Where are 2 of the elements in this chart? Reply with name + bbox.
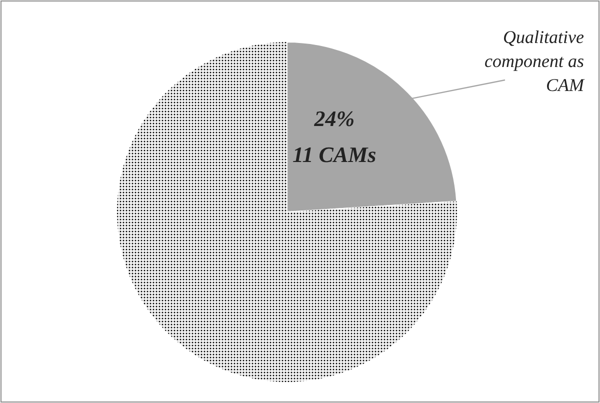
data-label: 24% 11 CAMs	[292, 106, 376, 168]
slice-label: Qualitative component as CAM	[484, 27, 585, 95]
